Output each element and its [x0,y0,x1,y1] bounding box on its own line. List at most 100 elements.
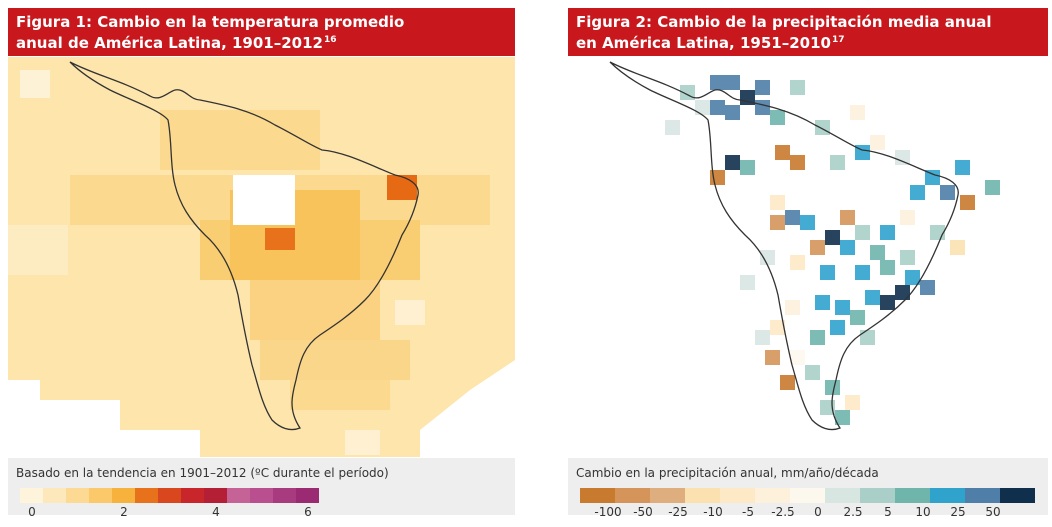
legend-box [568,458,1048,515]
map-cell [825,380,840,395]
legend-swatch [204,488,227,503]
map-cell [770,110,785,125]
legend-swatch [755,488,790,503]
legend-swatch [66,488,89,503]
map-cell [895,285,910,300]
map-cell [775,145,790,160]
legend-caption: Basado en la tendencia en 1901–2012 (ºC … [16,466,389,480]
map-cell [845,395,860,410]
legend-swatch [650,488,685,503]
legend-label: 5 [884,505,892,519]
legend-swatch [273,488,296,503]
map-cell [905,270,920,285]
legend-swatch [790,488,825,503]
map-cell [850,105,865,120]
map-cell [805,365,820,380]
map-cell [825,230,840,245]
map-cell [840,210,855,225]
figure-title: Figura 1: Cambio en la temperatura prome… [16,13,404,31]
map-cell [790,255,805,270]
map-cell [755,330,770,345]
legend-swatch [860,488,895,503]
legend-swatch [580,488,615,503]
map-cell [860,330,875,345]
map-cell [960,195,975,210]
title-bar [8,8,515,56]
legend-label: 2.5 [843,505,862,519]
map-cell [770,195,785,210]
map-cell [880,260,895,275]
precipitation-map [609,61,1000,431]
legend-swatch [158,488,181,503]
map-cell [830,320,845,335]
legend-label: 2 [120,505,128,519]
legend-label: 4 [212,505,220,519]
legend-label: 25 [950,505,965,519]
map-cell [870,135,885,150]
map-cell [665,120,680,135]
map-cell [810,240,825,255]
map-cell [920,280,935,295]
map-cell [710,75,725,90]
map-cell [785,210,800,225]
map-cell [900,210,915,225]
map-cell [855,225,870,240]
map-cell [985,180,1000,195]
map-cell [900,250,915,265]
map-cell [800,215,815,230]
title-bar [568,8,1048,56]
map-cell [880,225,895,240]
map-cell [820,265,835,280]
map-cell [895,150,910,165]
legend-swatch [20,488,43,503]
legend-swatch [227,488,250,503]
map-cell [695,100,710,115]
map-cell [880,295,895,310]
legend-swatch [296,488,319,503]
map-cell [955,160,970,175]
map-cell [815,295,830,310]
map-cell [870,245,885,260]
legend-swatch [89,488,112,503]
legend-label: 0 [28,505,36,519]
legend-label: -10 [703,505,723,519]
map-cell [785,300,800,315]
map-cell [740,160,755,175]
map-cell [790,80,805,95]
legend-label: -2.5 [771,505,794,519]
map-cell [755,100,770,115]
legend-swatch [1000,488,1035,503]
map-cell [740,275,755,290]
legend-swatch [250,488,273,503]
map-cell [760,250,775,265]
map-cell [840,240,855,255]
title-reference: 17 [832,35,845,45]
map-cell [755,80,770,95]
legend-swatch [720,488,755,503]
legend-swatch [685,488,720,503]
legend-label: -50 [633,505,653,519]
map-cell [725,75,740,90]
legend-label: 10 [915,505,930,519]
legend-label: 6 [304,505,312,519]
map-cell [835,410,850,425]
map-cell [765,350,780,365]
map-cell [940,185,955,200]
map-cell [770,320,785,335]
map-cell [725,155,740,170]
legend-swatch [112,488,135,503]
map-cell [710,100,725,115]
map-cell [725,105,740,120]
map-cell [865,290,880,305]
title-reference: 16 [324,35,337,45]
legend-swatch [135,488,158,503]
map-cell [815,120,830,135]
map-cell [835,300,850,315]
map-cell [810,330,825,345]
map-cell [850,310,865,325]
figure-title: Figura 2: Cambio de la precipitación med… [576,13,992,31]
map-cell [925,170,940,185]
map-cell [820,400,835,415]
